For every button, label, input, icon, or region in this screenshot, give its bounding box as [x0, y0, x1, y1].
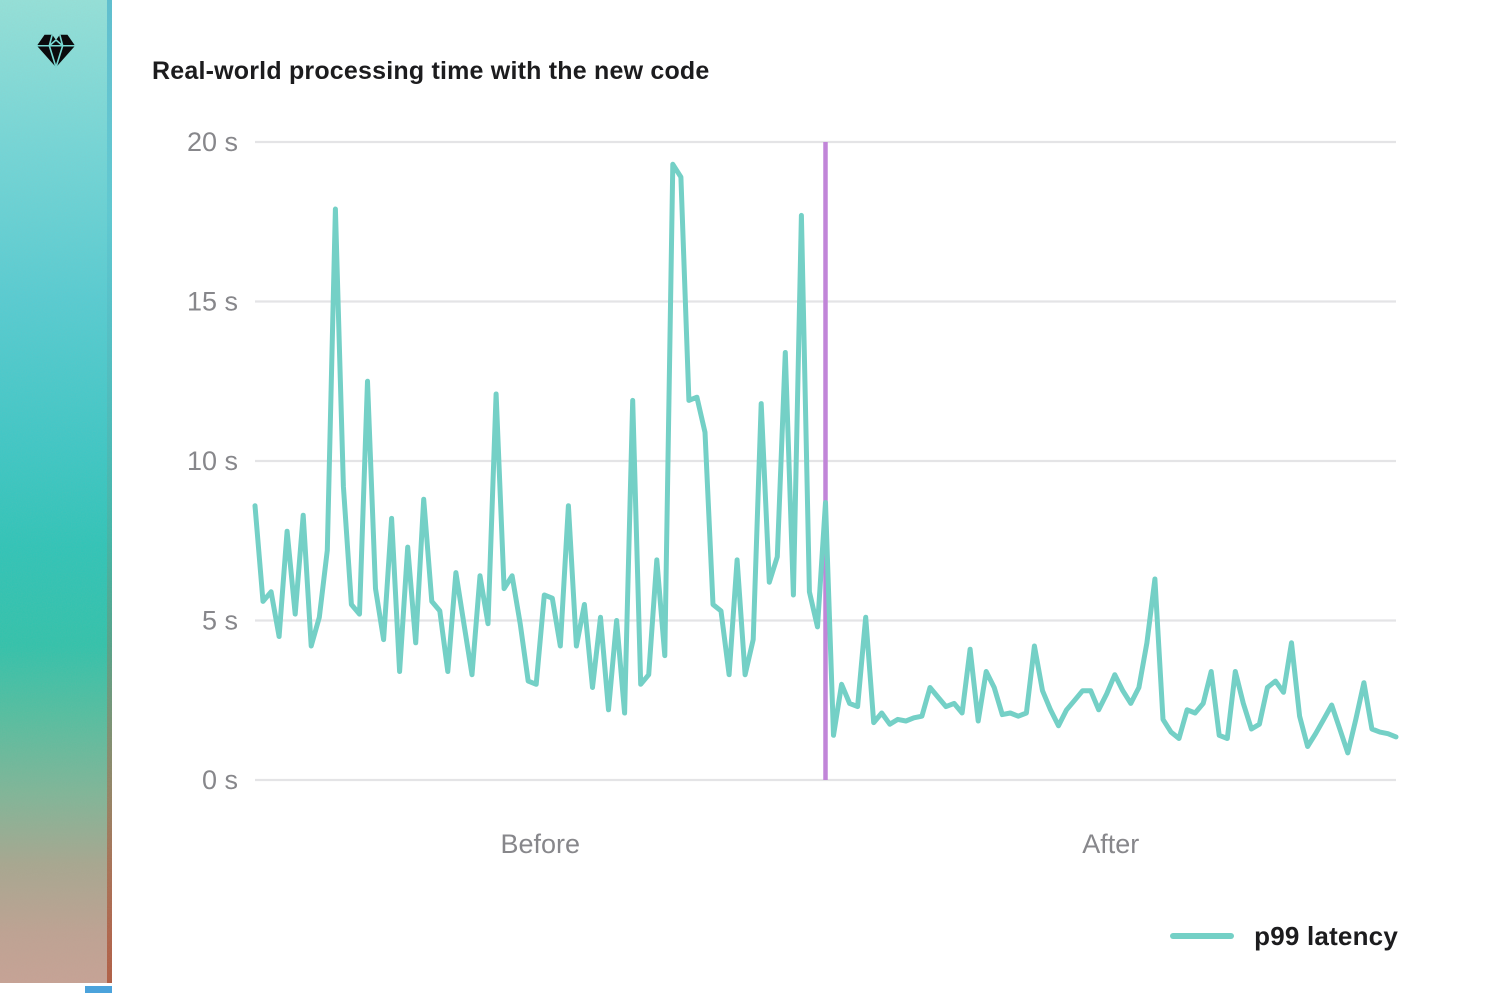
legend-line-swatch [1170, 933, 1235, 939]
y-axis-tick-label: 5 s [202, 606, 238, 636]
x-section-label: Before [500, 829, 580, 859]
y-axis-tick-label: 15 s [187, 287, 238, 317]
sidebar-bottom-accent [85, 986, 112, 993]
p99-latency-line [252, 161, 1399, 756]
y-axis-tick-label: 20 s [187, 127, 238, 157]
x-section-label: After [1082, 829, 1139, 859]
y-axis-tick-label: 0 s [202, 765, 238, 795]
legend-label: p99 latency [1254, 920, 1398, 951]
diamond-gem-icon[interactable] [35, 31, 77, 71]
chart-legend: p99 latency [1170, 920, 1398, 952]
chart-title: Real-world processing time with the new … [152, 56, 710, 85]
y-axis-tick-label: 10 s [187, 446, 238, 476]
sidebar-bottom-strip [0, 983, 112, 993]
